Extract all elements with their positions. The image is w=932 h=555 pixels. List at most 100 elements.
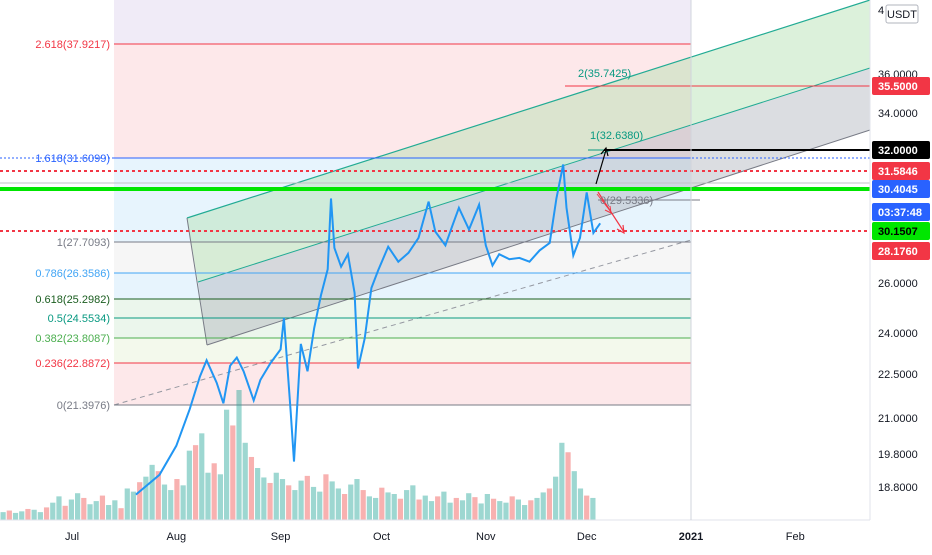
fib-zones-layer: [114, 0, 691, 405]
projection-arrow-small: [596, 193, 612, 213]
volume-bar: [298, 480, 304, 520]
volume-bar: [397, 498, 404, 520]
price-label-text: 30.1507: [878, 226, 918, 238]
x-axis-tick: Sep: [271, 531, 291, 543]
price-label: 03:37:48: [872, 203, 930, 221]
volume-bar: [466, 493, 472, 520]
volume-bar: [373, 497, 379, 520]
fib-zone-1: [114, 44, 691, 158]
currency-badge-box: [885, 4, 919, 24]
volume-bar: [31, 509, 37, 520]
volume-bar: [559, 442, 565, 520]
fib-level-label: 0.382(23.8087): [35, 333, 110, 345]
volume-bar: [12, 512, 19, 520]
volume-bar: [267, 482, 273, 520]
fib-level-label: 0.618(25.2982): [35, 294, 110, 306]
fib-level-label: 2.618(37.9217): [35, 39, 110, 51]
volume-bar: [546, 488, 553, 520]
price-label-bg: [872, 203, 930, 221]
support-band: [0, 187, 870, 191]
volume-bar: [410, 485, 416, 520]
price-label: 35.5000: [872, 77, 930, 95]
volume-bar: [261, 477, 267, 520]
volume-bar: [143, 476, 149, 520]
currency-badge-text: USDT: [887, 9, 917, 21]
arrow-up-head: [600, 146, 609, 157]
volume-bar: [68, 499, 74, 520]
projection-arrow-up: [595, 149, 607, 185]
volume-bar: [205, 472, 211, 520]
volume-bar: [93, 501, 99, 520]
volume-bar: [565, 452, 571, 520]
volume-bar: [534, 497, 540, 520]
volume-bar: [528, 500, 534, 520]
volume-bar: [447, 502, 453, 520]
x-axis-tick: 2021: [679, 531, 703, 543]
price-label: 30.4045: [872, 180, 930, 198]
volume-bar: [540, 492, 546, 520]
volume-bar: [360, 490, 366, 520]
volume-bar: [149, 464, 155, 520]
volume-bar: [286, 485, 292, 520]
volume-bar: [323, 474, 329, 520]
volume-bar: [192, 445, 199, 520]
volume-bar: [453, 497, 459, 520]
volume-bar: [186, 450, 192, 520]
volume-bar: [168, 490, 174, 520]
dashed-trend-line: [113, 239, 692, 406]
volume-bar: [124, 488, 130, 520]
fib-zone-7: [114, 338, 691, 363]
volume-bar: [19, 511, 25, 520]
price-label-bg: [872, 162, 930, 180]
volume-bar: [37, 512, 43, 520]
volume-bar: [497, 501, 503, 520]
channel-top-line: [186, 0, 871, 219]
volume-bar: [428, 501, 435, 520]
price-label: 31.5846: [872, 162, 930, 180]
fib-zone-6: [114, 318, 691, 338]
fib-extension-label: 2(35.7425): [578, 68, 631, 80]
fib-zone-4: [114, 273, 691, 299]
volume-bar: [590, 497, 596, 520]
fib-level-label: 1(27.7093): [57, 237, 110, 249]
y-axis-tick: 26.0000: [878, 278, 918, 290]
volume-bar: [43, 507, 50, 520]
arrow-small-head: [604, 205, 612, 214]
volume-bar: [75, 493, 81, 520]
fib-level-label: 0(21.3976): [57, 400, 110, 412]
volume-bar: [199, 433, 205, 520]
volume-bar: [155, 471, 161, 520]
volume-bar: [577, 488, 584, 520]
fib-extension-label: 0(29.5336): [600, 195, 653, 207]
volume-bar: [366, 496, 372, 520]
x-axis-tick: Dec: [577, 531, 597, 543]
channel-lower-fill: [198, 68, 870, 345]
channel-upper-fill: [187, 0, 870, 282]
y-axis-tick: 22.5000: [878, 369, 918, 381]
volume-bar: [472, 497, 478, 520]
volume-bar: [490, 498, 497, 520]
price-label-bg: [872, 222, 930, 240]
x-axis-tick: Aug: [166, 531, 186, 543]
volume-bar: [341, 494, 348, 520]
volume-bar: [459, 500, 466, 520]
volume-bar: [118, 508, 124, 520]
parallel-channel-layer: [113, 0, 871, 406]
volume-bar: [224, 409, 230, 520]
price-label-text: 28.1760: [878, 246, 918, 258]
price-label-text: 31.5846: [878, 166, 918, 178]
price-label-text: 30.4045: [878, 184, 918, 196]
x-axis-tick: Feb: [786, 531, 805, 543]
fib-level-label: 0.786(26.3586): [35, 268, 110, 280]
price-label: 30.1507: [872, 222, 930, 240]
volume-bar: [329, 481, 335, 520]
y-axis-tick: 24.0000: [878, 328, 918, 340]
volume-bar: [317, 491, 323, 520]
fib-zone-0: [114, 0, 691, 44]
volume-bar: [180, 485, 186, 520]
volume-bar: [292, 490, 298, 520]
volume-bar: [273, 472, 279, 520]
